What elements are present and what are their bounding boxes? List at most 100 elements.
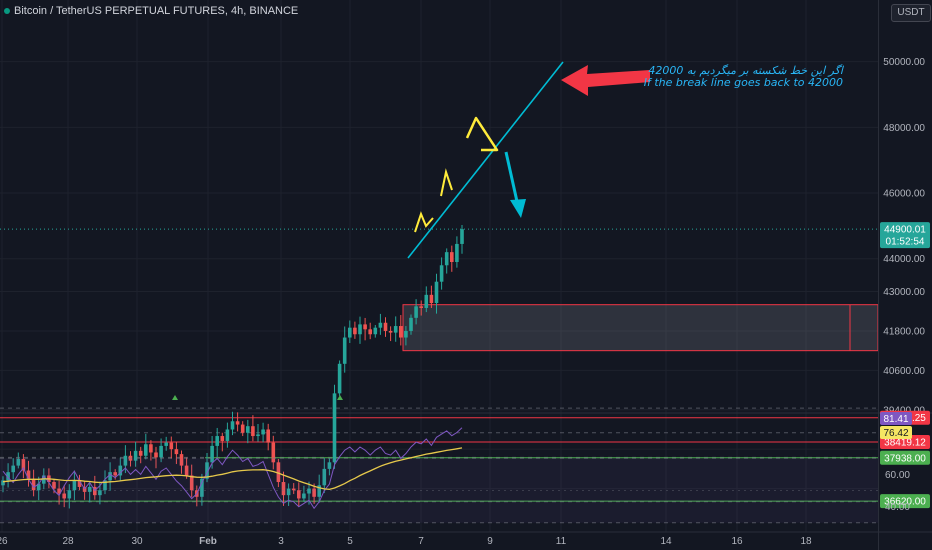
candle-body[interactable]: [276, 462, 281, 483]
annotation-persian[interactable]: اگر این خط شکسته بر میگردیم به 42000: [648, 64, 843, 77]
candle-body[interactable]: [98, 490, 102, 496]
candle-body[interactable]: [317, 485, 321, 497]
trend-line[interactable]: [407, 61, 564, 259]
currency-button[interactable]: USDT: [891, 4, 931, 22]
candle-body[interactable]: [388, 330, 393, 333]
candle-body[interactable]: [16, 459, 21, 466]
candle-body[interactable]: [133, 450, 138, 461]
candle-body[interactable]: [332, 393, 337, 463]
symbol-title[interactable]: Bitcoin / TetherUS PERPETUAL FUTURES, 4h…: [4, 5, 298, 17]
candle-body[interactable]: [179, 454, 184, 466]
candle-body[interactable]: [455, 243, 459, 262]
candle-body[interactable]: [138, 450, 143, 456]
candle-body[interactable]: [205, 462, 209, 479]
candle-body[interactable]: [460, 229, 464, 244]
candle-body[interactable]: [378, 322, 383, 328]
candle-body[interactable]: [322, 468, 327, 486]
candle-body[interactable]: [286, 488, 291, 496]
candle-body[interactable]: [1, 480, 5, 486]
candle-body[interactable]: [220, 436, 225, 441]
candle-body[interactable]: [271, 442, 276, 463]
candle-body[interactable]: [281, 482, 286, 496]
candle-body[interactable]: [6, 472, 10, 481]
candle-body[interactable]: [399, 326, 403, 338]
candle-body[interactable]: [368, 329, 372, 335]
candle-body[interactable]: [251, 426, 255, 437]
level-price-tag[interactable]: [880, 494, 930, 509]
level-price-tag[interactable]: [880, 450, 930, 465]
candle-body[interactable]: [72, 480, 77, 491]
candle-body[interactable]: [42, 475, 46, 484]
candle-body[interactable]: [256, 434, 260, 437]
candle-body[interactable]: [439, 265, 444, 282]
candle-body[interactable]: [302, 493, 306, 499]
candle-body[interactable]: [230, 421, 235, 430]
candle-body[interactable]: [240, 424, 245, 433]
candle-body[interactable]: [26, 470, 31, 479]
candle-body[interactable]: [444, 252, 449, 266]
candle-body[interactable]: [164, 442, 168, 446]
candle-body[interactable]: [327, 462, 332, 469]
candle-body[interactable]: [429, 294, 434, 304]
candle-body[interactable]: [419, 306, 423, 308]
candle-body[interactable]: [434, 281, 439, 304]
candle-body[interactable]: [342, 337, 347, 364]
candle-body[interactable]: [337, 363, 342, 394]
candle-body[interactable]: [184, 465, 189, 476]
candle-body[interactable]: [215, 436, 219, 446]
candle-body[interactable]: [210, 445, 214, 463]
candle-body[interactable]: [144, 444, 148, 456]
candle-body[interactable]: [297, 490, 301, 499]
candle-body[interactable]: [67, 490, 72, 499]
candle-body[interactable]: [235, 421, 240, 425]
candle-body[interactable]: [409, 317, 413, 331]
candle-body[interactable]: [225, 429, 230, 441]
candle-body[interactable]: [424, 294, 429, 308]
candle-body[interactable]: [393, 326, 398, 333]
candle-body[interactable]: [123, 455, 128, 466]
candle-body[interactable]: [383, 322, 388, 331]
candle-body[interactable]: [31, 478, 36, 491]
zigzag-large[interactable]: [465, 116, 499, 152]
candle-body[interactable]: [52, 482, 56, 489]
candle-body[interactable]: [57, 488, 61, 494]
candle-body[interactable]: [174, 449, 179, 455]
candle-body[interactable]: [154, 452, 158, 458]
candle-body[interactable]: [373, 327, 378, 335]
candle-body[interactable]: [450, 252, 454, 262]
candle-body[interactable]: [404, 330, 408, 338]
rsi-ma-line[interactable]: [2, 447, 463, 491]
candle-body[interactable]: [77, 480, 82, 487]
candle-body[interactable]: [169, 442, 174, 450]
candle-body[interactable]: [149, 444, 153, 453]
down-arrow-icon[interactable]: [510, 199, 526, 218]
left-arrow-icon[interactable]: [561, 65, 650, 96]
candle-body[interactable]: [307, 488, 311, 494]
candle-body[interactable]: [358, 324, 362, 335]
zigzag-medium[interactable]: [440, 168, 453, 197]
zigzag-small[interactable]: [414, 211, 434, 233]
candle-body[interactable]: [291, 488, 296, 491]
candle-body[interactable]: [261, 429, 265, 435]
candle-body[interactable]: [118, 465, 123, 476]
candle-body[interactable]: [312, 488, 316, 497]
candle-body[interactable]: [21, 459, 26, 471]
candle-body[interactable]: [62, 493, 66, 499]
candle-body[interactable]: [414, 306, 418, 318]
candle-body[interactable]: [266, 429, 270, 443]
candle-body[interactable]: [246, 426, 250, 433]
annotation-english[interactable]: If the break line goes back to 42000: [643, 76, 843, 89]
candle-body[interactable]: [363, 324, 367, 330]
candle-body[interactable]: [113, 472, 117, 476]
current-price-tag[interactable]: [880, 222, 930, 249]
candle-body[interactable]: [108, 472, 112, 481]
candle-body[interactable]: [159, 445, 163, 458]
candle-body[interactable]: [200, 478, 204, 497]
supply-demand-zone[interactable]: [402, 304, 879, 352]
candle-body[interactable]: [189, 475, 194, 491]
candle-body[interactable]: [353, 327, 357, 335]
candle-body[interactable]: [348, 327, 352, 338]
candle-body[interactable]: [11, 465, 15, 473]
candle-body[interactable]: [87, 486, 92, 492]
